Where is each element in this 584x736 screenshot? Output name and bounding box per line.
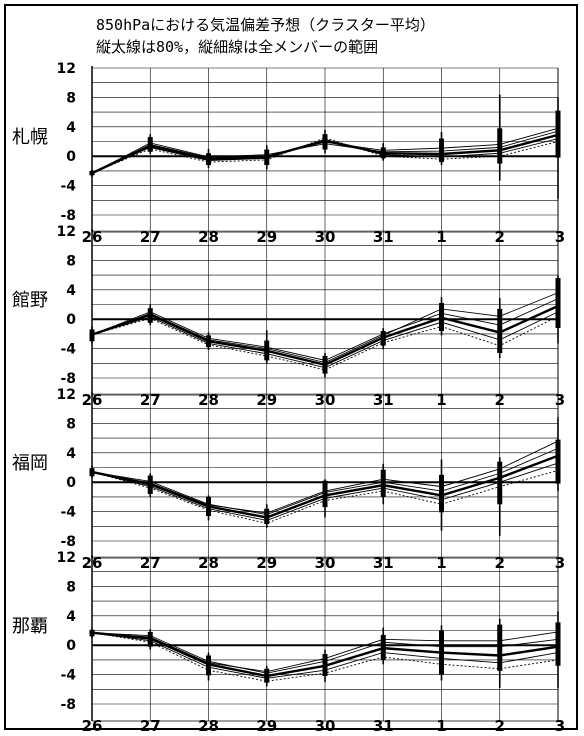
x-tick-label: 3 [555, 391, 565, 409]
x-tick-label: 26 [82, 717, 103, 735]
y-tick-label: 8 [66, 579, 76, 595]
y-tick-label: -4 [60, 342, 76, 358]
x-tick-label: 31 [373, 717, 394, 735]
y-tick-label: 12 [57, 61, 76, 77]
x-tick-label: 2 [495, 717, 505, 735]
series-line [91, 470, 559, 524]
series-line [91, 137, 559, 174]
series-line [91, 631, 559, 673]
chart-title-line-1: 850hPaにおける気温偏差予想（クラスター平均） [96, 16, 435, 34]
station-label: 館野 [12, 290, 48, 311]
y-tick-label: 12 [57, 387, 76, 403]
y-tick-label: 8 [66, 416, 76, 432]
y-tick-label: -4 [60, 505, 76, 521]
y-tick-label: 4 [66, 120, 76, 136]
y-tick-label: 0 [66, 312, 76, 328]
series-line [91, 298, 559, 361]
y-tick-label: -8 [60, 208, 76, 224]
y-tick-label: 4 [66, 446, 76, 462]
series-line [91, 311, 559, 369]
series-line [91, 130, 559, 174]
y-tick-label: 8 [66, 253, 76, 269]
y-tick-label: 12 [57, 550, 76, 566]
series-line [91, 304, 559, 367]
y-tick-label: 0 [66, 149, 76, 165]
y-tick-label: 4 [66, 283, 76, 299]
series-line [91, 632, 559, 682]
y-tick-label: -8 [60, 534, 76, 550]
x-tick-label: 30 [315, 717, 336, 735]
y-tick-label: 12 [57, 224, 76, 240]
x-tick-label: 29 [256, 717, 277, 735]
series-line [91, 315, 559, 371]
y-tick-label: -8 [60, 371, 76, 387]
y-tick-label: -8 [60, 697, 76, 713]
x-tick-label: 3 [555, 554, 565, 572]
y-tick-label: 0 [66, 475, 76, 491]
y-tick-label: 4 [66, 609, 76, 625]
station-label: 福岡 [12, 453, 48, 474]
chart-frame: 850hPaにおける気温偏差予想（クラスター平均） 縦太線は80%，縦細線は全メ… [4, 4, 578, 730]
series-line [91, 447, 559, 516]
series-line [91, 133, 559, 175]
series-line [91, 632, 559, 674]
y-tick-label: -4 [60, 668, 76, 684]
station-label: 那覇 [12, 616, 48, 637]
series-line [91, 632, 559, 679]
series-line [91, 292, 559, 364]
series-line [91, 631, 559, 678]
chart-title-line-2: 縦太線は80%，縦細線は全メンバーの範囲 [96, 38, 379, 56]
x-tick-label: 28 [198, 717, 219, 735]
y-tick-label: 8 [66, 90, 76, 106]
series-line [91, 127, 559, 174]
series-line [91, 138, 559, 174]
series-line [91, 462, 559, 521]
station-label: 札幌 [12, 127, 48, 148]
series-line [91, 454, 559, 519]
series-line [91, 440, 559, 514]
x-tick-label: 27 [140, 717, 161, 735]
x-tick-label: 3 [555, 717, 565, 735]
y-tick-label: -4 [60, 179, 76, 195]
y-tick-label: 0 [66, 638, 76, 654]
x-tick-label: 3 [555, 228, 565, 246]
x-tick-label: 1 [436, 717, 446, 735]
